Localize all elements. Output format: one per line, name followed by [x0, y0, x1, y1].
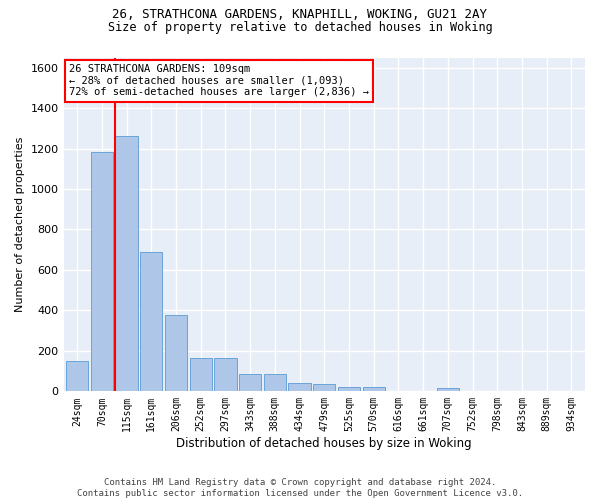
Text: Size of property relative to detached houses in Woking: Size of property relative to detached ho…: [107, 21, 493, 34]
Bar: [264, 374, 286, 392]
Text: 26, STRATHCONA GARDENS, KNAPHILL, WOKING, GU21 2AY: 26, STRATHCONA GARDENS, KNAPHILL, WOKING…: [113, 8, 487, 20]
Y-axis label: Number of detached properties: Number of detached properties: [15, 136, 25, 312]
Bar: [289, 383, 311, 392]
Bar: [190, 358, 212, 392]
Bar: [140, 252, 163, 392]
Bar: [437, 388, 459, 392]
X-axis label: Distribution of detached houses by size in Woking: Distribution of detached houses by size …: [176, 437, 472, 450]
Bar: [91, 152, 113, 392]
Text: 26 STRATHCONA GARDENS: 109sqm
← 28% of detached houses are smaller (1,093)
72% o: 26 STRATHCONA GARDENS: 109sqm ← 28% of d…: [69, 64, 369, 98]
Bar: [313, 384, 335, 392]
Bar: [165, 316, 187, 392]
Bar: [214, 358, 236, 392]
Bar: [115, 136, 137, 392]
Bar: [362, 387, 385, 392]
Text: Contains HM Land Registry data © Crown copyright and database right 2024.
Contai: Contains HM Land Registry data © Crown c…: [77, 478, 523, 498]
Bar: [239, 374, 261, 392]
Bar: [66, 361, 88, 392]
Bar: [338, 387, 360, 392]
